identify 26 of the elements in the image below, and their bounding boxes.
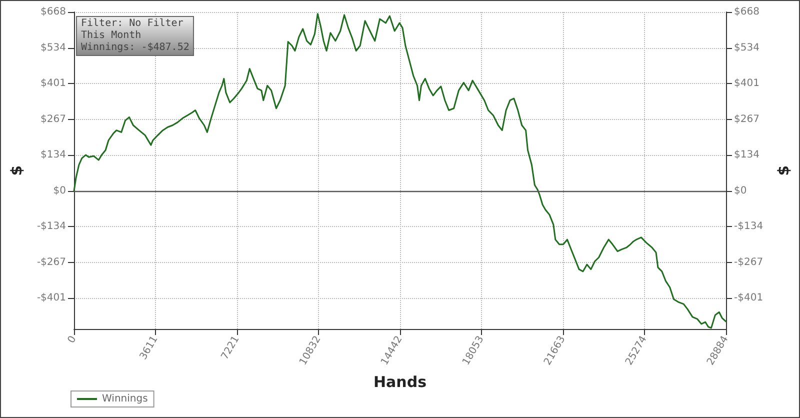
x-tick-label: 0 [66, 334, 79, 346]
y-tick-label: $534 [40, 42, 66, 54]
y2-tick-label: -$267 [734, 256, 764, 268]
y-tick-label: -$267 [36, 256, 66, 268]
y2-tick-label: $401 [734, 78, 760, 90]
legend-label: Winnings [102, 394, 148, 404]
y2-tick-label: -$401 [734, 292, 764, 304]
y-tick-label: $267 [40, 114, 66, 125]
y2-tick-label: $267 [734, 114, 760, 125]
y-axis-title: $ [8, 165, 26, 176]
y2-tick-label: $668 [734, 6, 760, 18]
y2-axis-title: $ [774, 165, 792, 176]
x-axis-title: Hands [373, 373, 427, 392]
annotation: This Month [81, 30, 142, 42]
y-tick-label: $401 [40, 78, 66, 90]
y-tick-label: -$401 [36, 292, 66, 304]
y-tick-label: $0 [53, 185, 66, 196]
annotation: Winnings: -$487.52 [81, 42, 190, 54]
y2-tick-label: $0 [734, 185, 747, 196]
y-tick-label: $668 [40, 6, 66, 18]
y2-tick-label: -$134 [734, 221, 764, 232]
y-tick-label: $134 [40, 150, 66, 161]
y2-tick-label: $534 [734, 42, 760, 54]
y-tick-label: -$134 [36, 221, 66, 232]
y2-tick-label: $134 [734, 150, 760, 161]
annotation: Filter: No Filter [81, 18, 184, 30]
